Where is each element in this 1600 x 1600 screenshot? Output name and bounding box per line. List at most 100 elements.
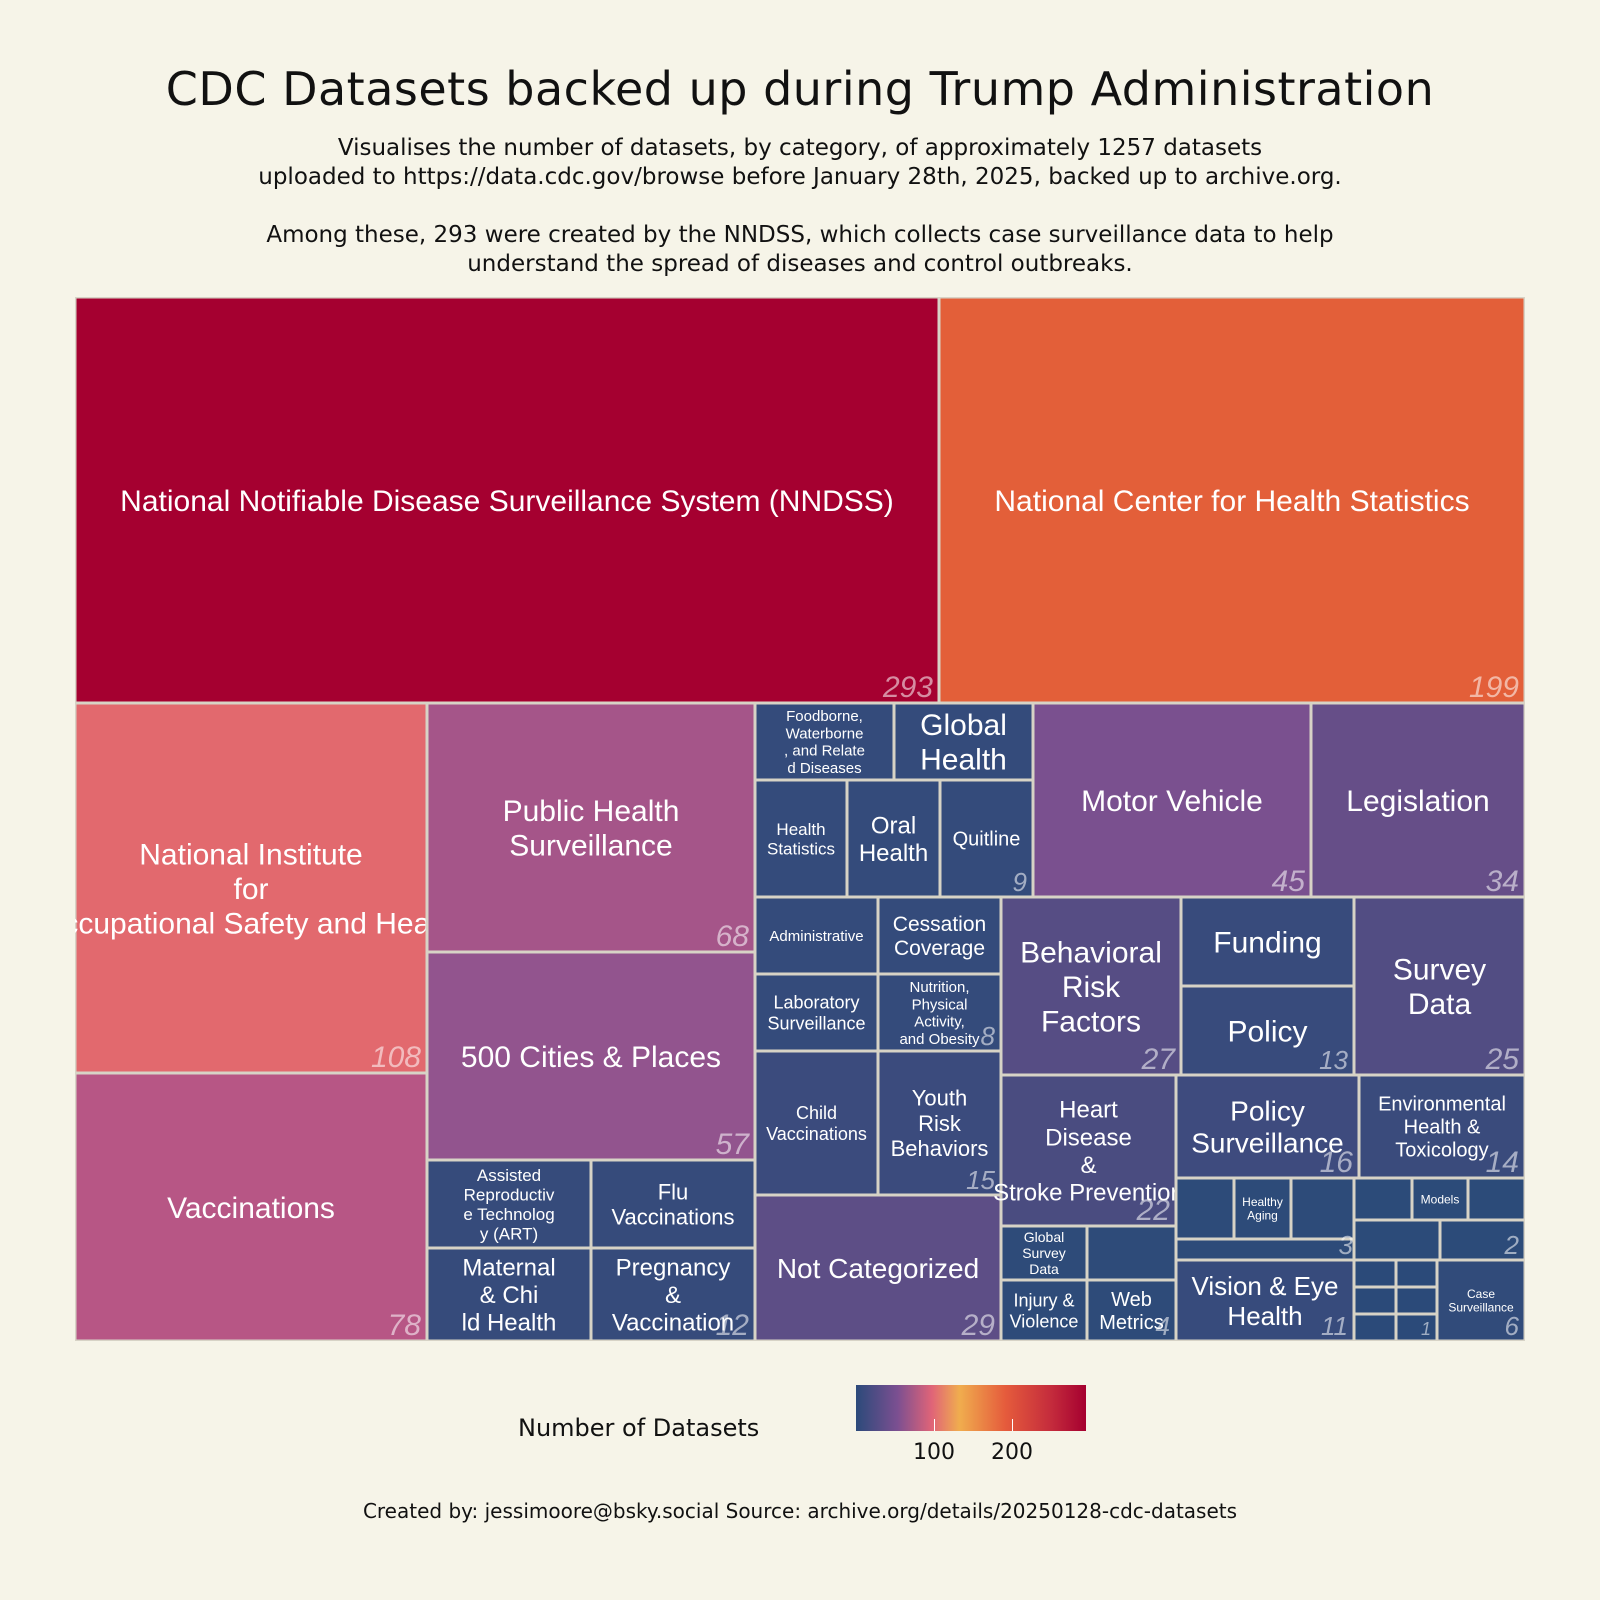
treemap-tile: Vaccinations 78 — [75, 1071, 429, 1341]
treemap-tile-label: Not Categorized — [777, 1253, 979, 1284]
treemap-tile-rect — [876, 972, 1003, 1053]
page-title: CDC Datasets backed up during Trump Admi… — [165, 62, 1435, 116]
treemap-tile-rect — [753, 701, 896, 782]
treemap-tile-rect — [876, 1049, 1003, 1197]
treemap-tile-label: National Center for Health Statistics — [994, 485, 1469, 518]
treemap-tile-rect — [938, 778, 1035, 899]
treemap-tile-label: Behavioral Risk Factors — [1020, 936, 1162, 1038]
treemap-tile-value: 8 — [981, 1021, 996, 1051]
treemap-tile-label: Nutrition, Physical Activity, and Obesity — [899, 979, 980, 1048]
legend-tick-label: 100 — [913, 1440, 955, 1465]
treemap-tile-value: 3 — [1339, 1230, 1354, 1260]
treemap-tile: 2 — [1438, 1218, 1525, 1262]
treemap-tile-value: 14 — [1486, 1146, 1519, 1179]
treemap-tile: Survey Data 25 — [1352, 895, 1525, 1077]
treemap-tile-rect — [1352, 1312, 1398, 1341]
treemap-tile-label: Case Surveillance — [1448, 1287, 1514, 1315]
treemap-tile-label: National Institute for Occupational Safety… — [75, 838, 462, 940]
treemap-tile-value: 11 — [1321, 1311, 1348, 1341]
treemap-tile-rect — [1352, 895, 1525, 1077]
treemap-tile-label: Cessation Coverage — [893, 913, 986, 960]
treemap-tile-value: 1 — [1421, 1319, 1431, 1339]
treemap-tile-value: 4 — [1156, 1311, 1170, 1341]
treemap-tile — [1466, 1176, 1525, 1222]
treemap-tile: Models — [1410, 1176, 1470, 1222]
treemap-tile-rect — [1352, 1258, 1398, 1289]
treemap-tile-rect — [589, 1158, 757, 1250]
treemap-tile: Health Statistics — [753, 778, 849, 899]
treemap-tile — [1174, 1176, 1236, 1241]
treemap-tile: 1 — [1394, 1312, 1439, 1341]
legend-title: Number of Datasets — [518, 1414, 760, 1442]
treemap-tile: Motor Vehicle 45 — [1031, 701, 1313, 899]
treemap-tile-label: Vaccinations — [167, 1192, 335, 1225]
treemap-tile: Assisted Reproductiv e Technolog y (ART) — [425, 1158, 593, 1250]
treemap-tile-rect — [1394, 1285, 1439, 1316]
treemap-tile: Global Health — [892, 701, 1035, 782]
caption: Created by: jessimoore@bsky.social Sourc… — [362, 1499, 1238, 1523]
treemap-tile-rect — [1232, 1176, 1293, 1241]
treemap-tile: Laboratory Surveillance — [753, 972, 880, 1053]
treemap-tile-rect — [999, 895, 1183, 1077]
treemap-tile — [1394, 1285, 1439, 1316]
treemap-tile-label: Public Health Surveillance — [503, 795, 680, 863]
treemap-tile-label: Global Survey Data — [1022, 1229, 1066, 1277]
treemap-tile — [1352, 1312, 1398, 1341]
treemap-tile-rect — [1174, 1073, 1361, 1180]
treemap-tile-rect — [589, 1246, 757, 1341]
treemap-tile-rect — [1309, 701, 1525, 899]
subtitle-nndss: Among these, 293 were created by the NND… — [0, 221, 1600, 279]
treemap-tile-rect — [1352, 1285, 1398, 1316]
subtitle-line: uploaded to https://data.cdc.gov/browse … — [258, 164, 1342, 190]
treemap-chart: National Notifiable Disease Surveillance… — [75, 297, 1525, 1341]
treemap-tile-rect — [1174, 1258, 1356, 1341]
treemap-tile: National Notifiable Disease Surveillance… — [75, 297, 941, 705]
treemap-tile-rect — [425, 950, 757, 1162]
treemap-tile: Maternal & Chi ld Health — [425, 1246, 593, 1341]
treemap-tile-rect — [1085, 1224, 1178, 1282]
treemap-tile-label: Global Health — [920, 709, 1007, 777]
treemap-tile-rect — [1174, 1237, 1361, 1262]
treemap-tile-rect — [75, 1071, 429, 1341]
treemap-tile: Behavioral Risk Factors 27 — [999, 895, 1183, 1077]
treemap-tile-rect — [1289, 1176, 1361, 1241]
treemap-tile: National Center for Health Statistics 199 — [937, 297, 1525, 705]
treemap-tile: Nutrition, Physical Activity, and Obesity 8 — [876, 972, 1003, 1053]
subtitle-line: understand the spread of diseases and co… — [467, 251, 1133, 277]
treemap-tile-value: 57 — [716, 1128, 751, 1161]
treemap-tile — [1352, 1285, 1398, 1316]
treemap-tile-label: Models — [1421, 1192, 1460, 1206]
treemap-tile-value: 108 — [371, 1041, 421, 1074]
treemap-tile-label: Maternal & Chi ld Health — [462, 1255, 557, 1337]
treemap-tile-rect — [1435, 1258, 1525, 1341]
treemap-tile-value: 6 — [1505, 1311, 1520, 1341]
treemap-tile: Public Health Surveillance 68 — [425, 701, 757, 954]
treemap-tile-rect — [1394, 1312, 1439, 1341]
treemap-tile-value: 16 — [1320, 1146, 1354, 1179]
treemap-tile-rect — [425, 1158, 593, 1250]
treemap-tile: Healthy Aging — [1232, 1176, 1293, 1241]
treemap-tile-label: Policy — [1227, 1015, 1307, 1048]
treemap-tile-label: Flu Vaccinations — [611, 1179, 734, 1229]
treemap-tile-label: Policy Surveillance — [1191, 1095, 1344, 1158]
treemap-tile-value: 9 — [1013, 867, 1027, 897]
treemap-tile-rect — [1174, 1176, 1236, 1241]
legend-tick-label: 200 — [991, 1440, 1033, 1465]
treemap-tile: Policy 13 — [1179, 984, 1356, 1077]
treemap-tile-label: Laboratory Surveillance — [767, 993, 865, 1034]
treemap-tile-rect — [425, 701, 757, 954]
treemap-tile — [1394, 1258, 1439, 1289]
treemap-tile-label: Administrative — [769, 928, 863, 945]
treemap-tile: National Institute for Occupational Safety… — [75, 701, 462, 1075]
treemap-tile-value: 27 — [1141, 1043, 1177, 1076]
treemap-tile-label: National Notifiable Disease Surveillance… — [120, 485, 894, 518]
treemap-tile-label: Legislation — [1346, 785, 1489, 818]
treemap-tile-label: Oral Health — [859, 812, 928, 867]
treemap-tile: Child Vaccinations — [753, 1049, 880, 1197]
